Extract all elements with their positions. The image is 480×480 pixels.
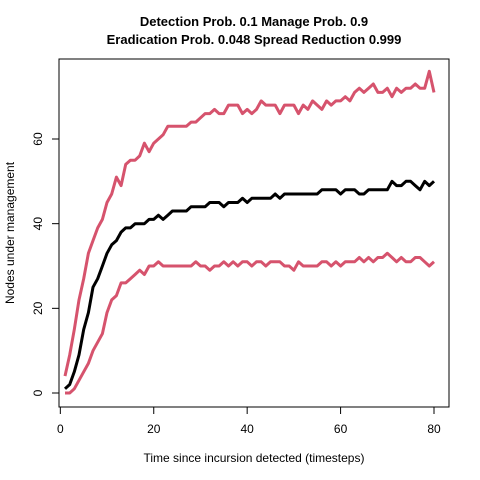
x-axis-label: Time since incursion detected (timesteps… <box>144 451 365 465</box>
y-axis: 0 20 40 60 <box>31 132 60 396</box>
series-layer <box>63 69 436 395</box>
x-tick-label: 60 <box>334 422 348 436</box>
y-tick-label: 60 <box>31 132 45 146</box>
series-line-2 <box>65 251 435 395</box>
x-tick-label: 80 <box>427 422 441 436</box>
y-tick-label: 0 <box>31 389 45 396</box>
y-tick-label: 20 <box>31 301 45 315</box>
x-axis: 0 20 40 60 80 <box>57 406 441 436</box>
x-tick-label: 40 <box>240 422 254 436</box>
series-line-0 <box>63 69 436 377</box>
x-tick-label: 20 <box>147 422 161 436</box>
chart-title-line-2: Eradication Prob. 0.048 Spread Reduction… <box>107 32 402 47</box>
series-line-1 <box>63 179 436 390</box>
x-tick-label: 0 <box>57 422 64 436</box>
y-axis-label: Nodes under management <box>3 161 17 304</box>
y-tick-label: 40 <box>31 217 45 231</box>
chart-title-line-1: Detection Prob. 0.1 Manage Prob. 0.9 <box>140 14 368 29</box>
